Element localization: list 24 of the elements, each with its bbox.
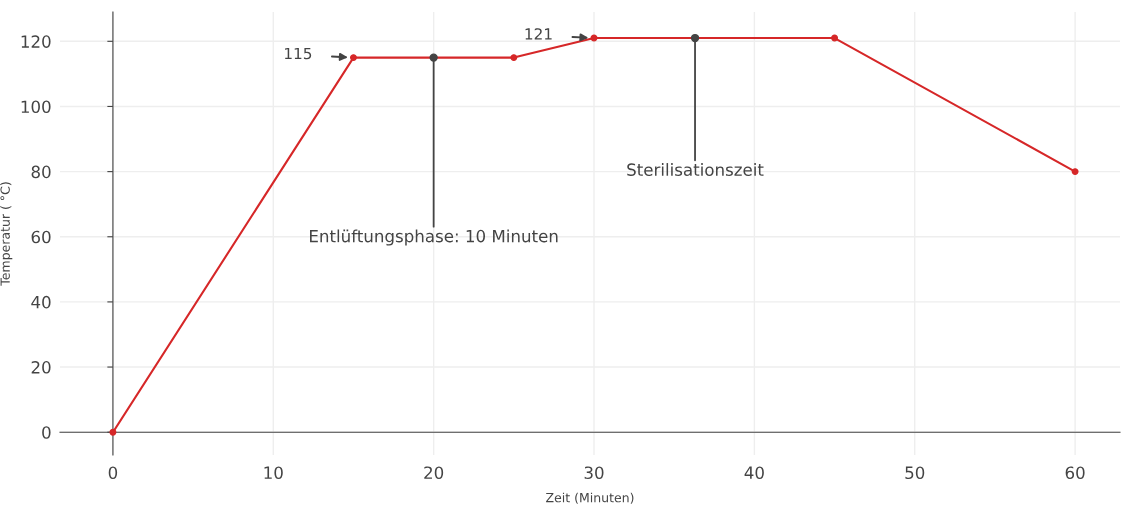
x-tick-label: 60 — [1065, 466, 1085, 480]
annotation: 115 — [285, 47, 312, 60]
point — [1071, 168, 1079, 176]
y-tick-label: 0 — [42, 426, 51, 439]
x-axis-title: Zeit (Minuten) — [546, 492, 634, 504]
y-tick-label: 20 — [31, 361, 51, 374]
annotation: 121 — [525, 28, 552, 40]
x-tick-label: 40 — [744, 466, 764, 480]
x-tick-label: 50 — [905, 466, 925, 480]
point — [510, 54, 518, 62]
y-tick-label: 40 — [31, 295, 51, 309]
x-tick-label: 20 — [424, 466, 444, 480]
x-tick-label: 30 — [584, 466, 604, 480]
y-tick-label: 60 — [31, 230, 51, 244]
y-tick-label: 100 — [21, 100, 51, 114]
point — [831, 34, 839, 42]
y-axis-title: Temperatur ( °C) — [0, 182, 13, 286]
y-tick-label: 80 — [31, 165, 51, 179]
x-tick-label: 0 — [108, 466, 118, 480]
y-tick-label: 120 — [21, 35, 51, 48]
x-tick-label: 10 — [264, 466, 283, 480]
annotation: Sterilisationszeit — [627, 163, 764, 176]
point — [349, 54, 357, 62]
annotation: Entlüftungsphase: 10 Minuten — [310, 229, 558, 246]
